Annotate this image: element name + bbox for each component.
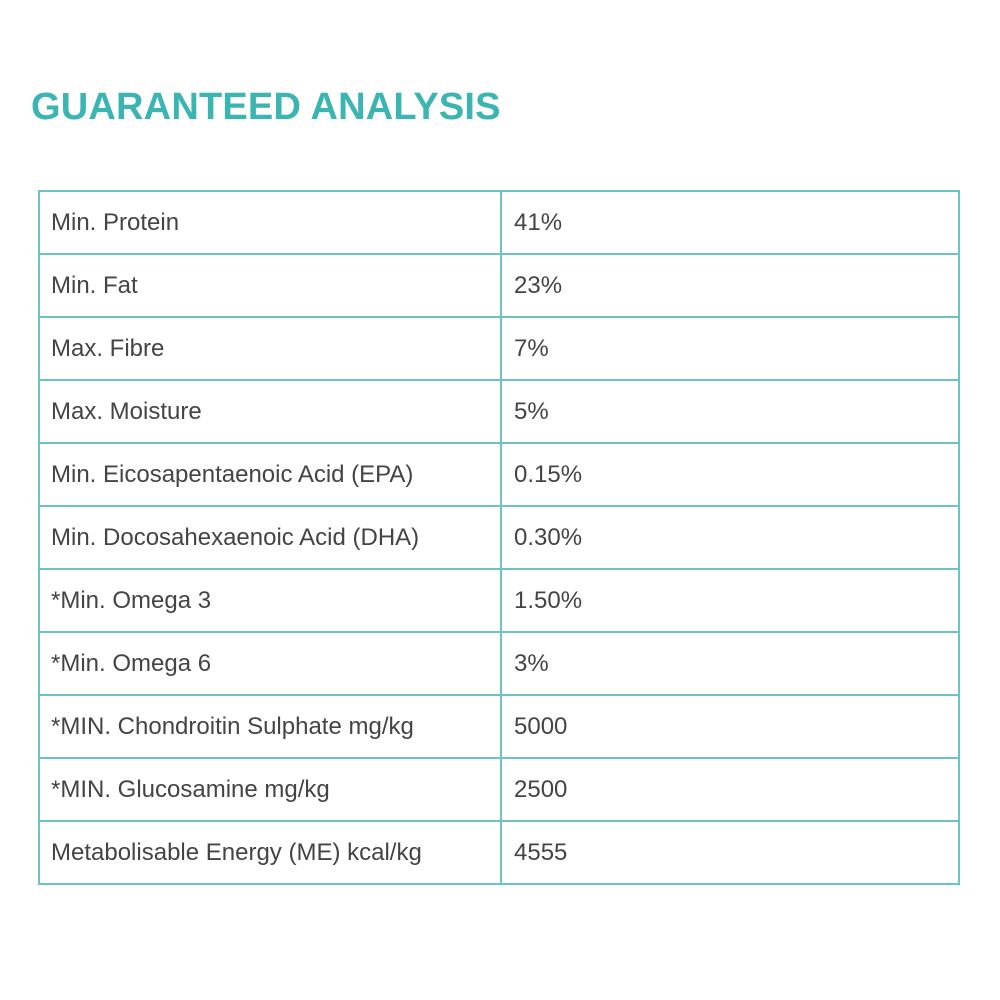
nutrient-name: *MIN. Chondroitin Sulphate mg/kg — [38, 694, 502, 759]
nutrient-name: Max. Fibre — [38, 316, 502, 381]
nutrient-name: *Min. Omega 6 — [38, 631, 502, 696]
nutrient-name: Metabolisable Energy (ME) kcal/kg — [38, 820, 502, 885]
nutrient-value: 7% — [500, 316, 960, 381]
table-row: *MIN. Chondroitin Sulphate mg/kg 5000 — [38, 694, 960, 759]
nutrient-value: 5000 — [500, 694, 960, 759]
nutrient-name: *Min. Omega 3 — [38, 568, 502, 633]
table-row: Max. Moisture 5% — [38, 379, 960, 444]
nutrient-value: 4555 — [500, 820, 960, 885]
nutrient-name: Min. Protein — [38, 190, 502, 255]
table-row: *Min. Omega 6 3% — [38, 631, 960, 696]
table-row: *MIN. Glucosamine mg/kg 2500 — [38, 757, 960, 822]
table-row: *Min. Omega 3 1.50% — [38, 568, 960, 633]
table-row: Min. Protein 41% — [38, 190, 960, 255]
nutrient-name: Max. Moisture — [38, 379, 502, 444]
table-row: Metabolisable Energy (ME) kcal/kg 4555 — [38, 820, 960, 885]
guaranteed-analysis-table: Min. Protein 41% Min. Fat 23% Max. Fibre… — [38, 190, 960, 885]
table-row: Min. Eicosapentaenoic Acid (EPA) 0.15% — [38, 442, 960, 507]
nutrient-value: 3% — [500, 631, 960, 696]
nutrient-name: *MIN. Glucosamine mg/kg — [38, 757, 502, 822]
table-body: Min. Protein 41% Min. Fat 23% Max. Fibre… — [38, 190, 960, 885]
table-row: Min. Fat 23% — [38, 253, 960, 318]
nutrient-name: Min. Eicosapentaenoic Acid (EPA) — [38, 442, 502, 507]
nutrient-name: Min. Fat — [38, 253, 502, 318]
nutrient-value: 0.15% — [500, 442, 960, 507]
nutrient-value: 0.30% — [500, 505, 960, 570]
nutrient-value: 41% — [500, 190, 960, 255]
nutrient-value: 5% — [500, 379, 960, 444]
table-row: Min. Docosahexaenoic Acid (DHA) 0.30% — [38, 505, 960, 570]
nutrient-value: 23% — [500, 253, 960, 318]
table-row: Max. Fibre 7% — [38, 316, 960, 381]
nutrient-value: 2500 — [500, 757, 960, 822]
page-title: GUARANTEED ANALYSIS — [31, 86, 501, 128]
nutrient-value: 1.50% — [500, 568, 960, 633]
nutrient-name: Min. Docosahexaenoic Acid (DHA) — [38, 505, 502, 570]
